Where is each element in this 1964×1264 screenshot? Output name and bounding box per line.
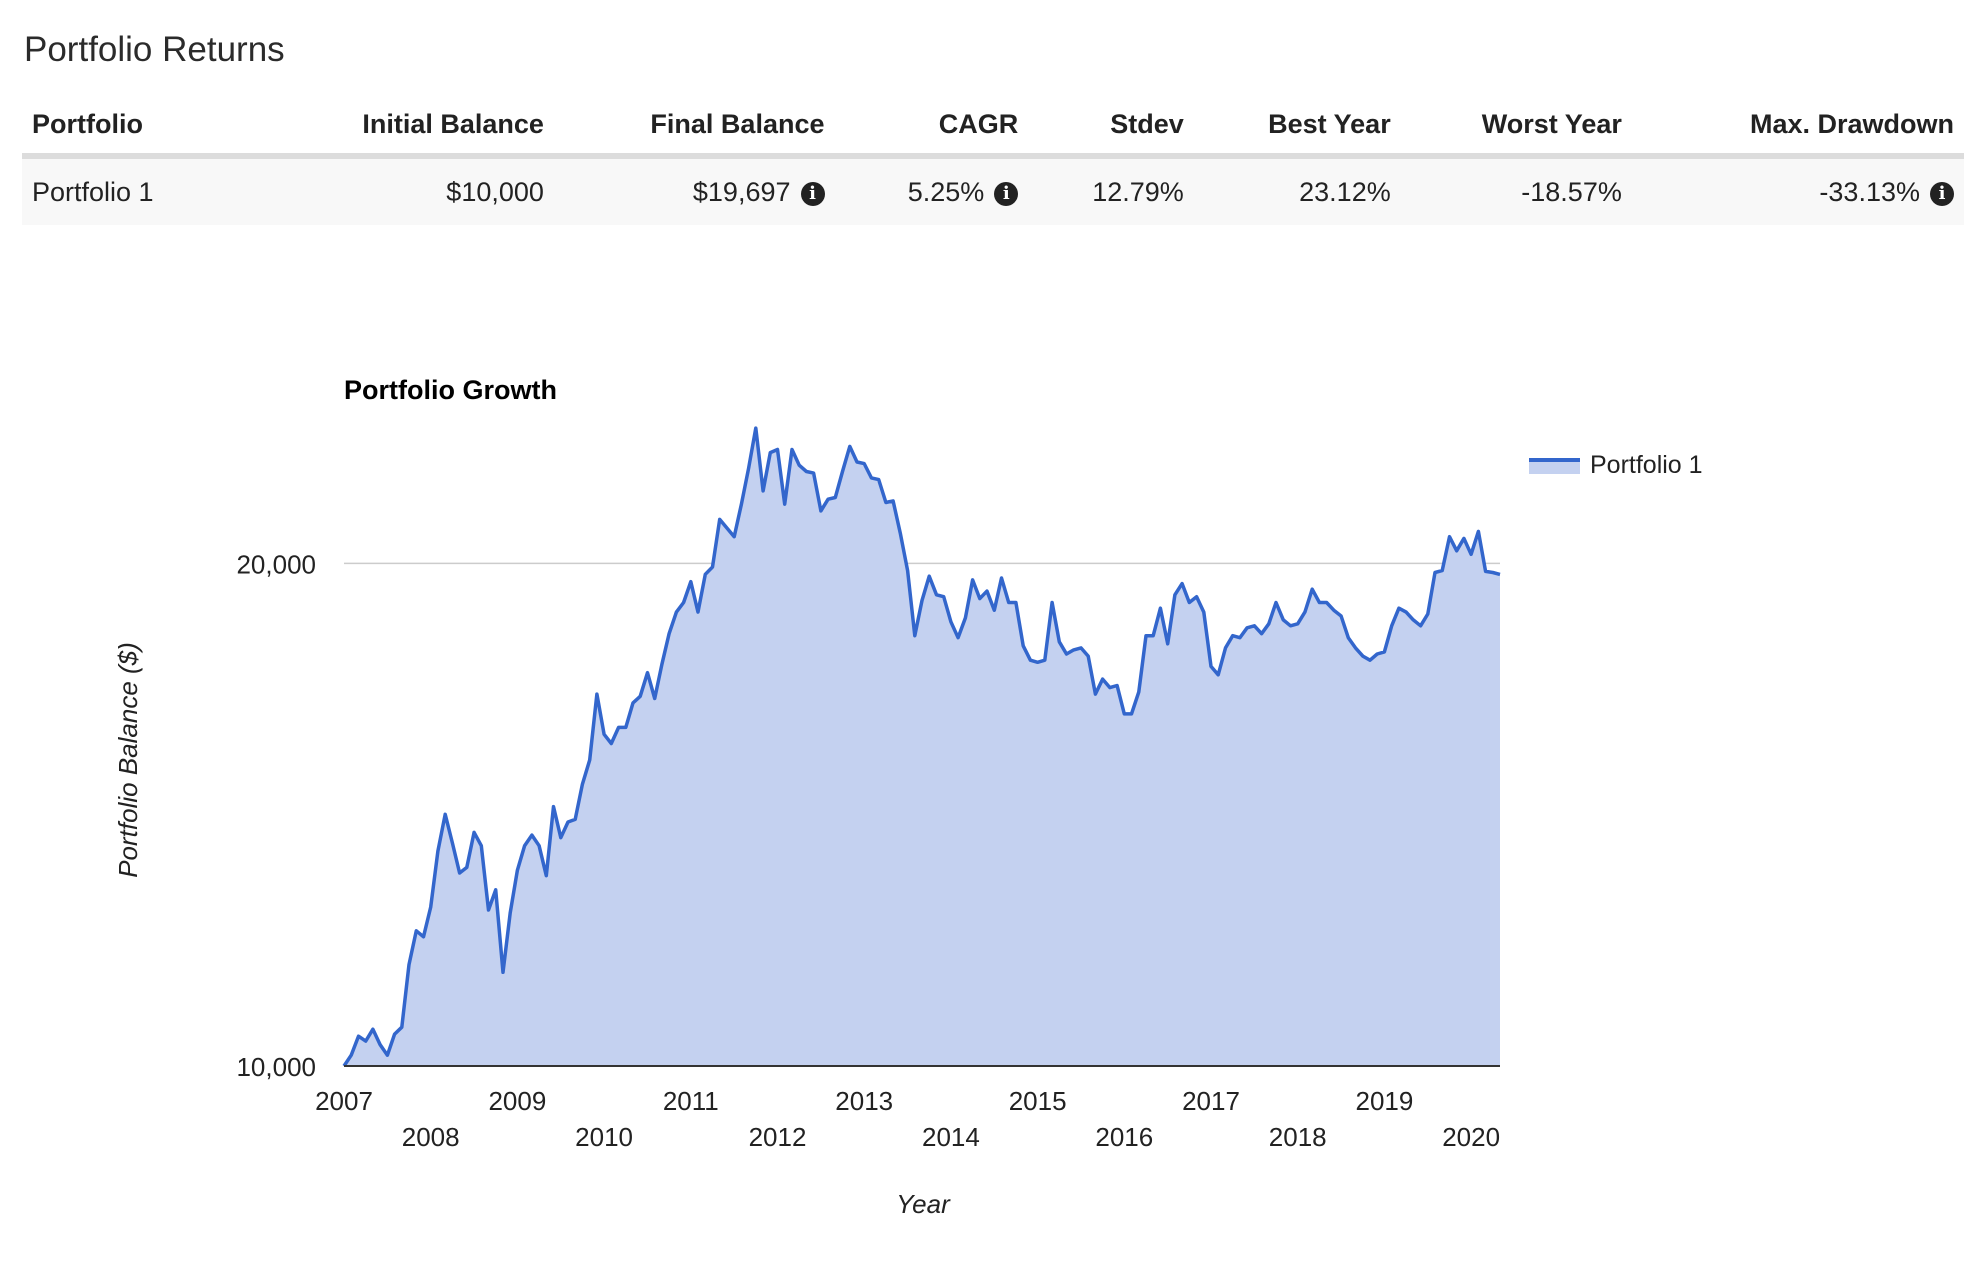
legend-label-portfolio-1: Portfolio 1 [1590, 451, 1703, 479]
x-tick-label-2008: 2008 [402, 1122, 460, 1152]
y-axis-title: Portfolio Balance ($) [113, 642, 143, 878]
cell-portfolio-value: Portfolio 1 [32, 176, 154, 207]
header-max-drawdown[interactable]: Max. Drawdown [1631, 95, 1964, 159]
cell-max-drawdown: -33.13% i [1631, 156, 1964, 225]
chart-legend[interactable]: Portfolio 1 [1529, 451, 1703, 479]
x-axis-title: Year [896, 1189, 951, 1219]
y-tick-label-1: 20,000 [236, 549, 316, 579]
chart-title: Portfolio Growth [344, 375, 557, 405]
cell-portfolio: Portfolio 1 [22, 156, 300, 225]
cell-cagr: 5.25% i [834, 156, 1029, 225]
cell-initial-balance-value: $10,000 [446, 176, 544, 207]
x-tick-label-2015: 2015 [1009, 1086, 1067, 1116]
x-tick-label-2018: 2018 [1269, 1122, 1327, 1152]
series-area-portfolio-1 [344, 428, 1500, 1067]
x-tick-label-2016: 2016 [1095, 1122, 1153, 1152]
cell-final-balance: $19,697 i [553, 156, 835, 225]
cell-final-balance-value: $19,697 [692, 176, 791, 207]
x-tick-label-2012: 2012 [749, 1122, 807, 1152]
cell-worst-year-value: -18.57% [1521, 176, 1622, 207]
cell-worst-year: -18.57% [1400, 156, 1632, 225]
x-tick-label-2019: 2019 [1356, 1086, 1414, 1116]
header-stdev[interactable]: Stdev [1028, 95, 1194, 159]
table-header-row: Portfolio Initial Balance Final Balance … [22, 95, 1964, 159]
x-tick-label-2020: 2020 [1442, 1122, 1500, 1152]
y-axis-tick-labels: 10,000 20,000 [236, 549, 316, 1082]
x-axis-tick-labels: 2007 2008 2009 2010 2011 2012 2013 2014 2015 2016… [315, 1086, 1500, 1152]
y-tick-label-0: 10,000 [236, 1052, 316, 1082]
plot-area [342, 426, 1501, 1067]
cell-best-year-value: 23.12% [1299, 176, 1391, 207]
section-title: Portfolio Returns [24, 30, 285, 69]
cell-initial-balance: $10,000 [299, 156, 554, 225]
cell-best-year: 23.12% [1193, 156, 1401, 225]
header-best-year[interactable]: Best Year [1193, 95, 1401, 159]
final-balance-info-icon[interactable]: i [800, 181, 825, 206]
header-cagr[interactable]: CAGR [834, 95, 1029, 159]
series-line-portfolio-1[interactable] [342, 426, 1501, 1067]
x-tick-label-2009: 2009 [488, 1086, 546, 1116]
x-tick-label-2010: 2010 [575, 1122, 633, 1152]
x-tick-label-2013: 2013 [835, 1086, 893, 1116]
x-tick-label-2011: 2011 [663, 1086, 719, 1116]
cell-cagr-value: 5.25% [907, 176, 985, 207]
header-initial-balance[interactable]: Initial Balance [299, 95, 554, 159]
cell-stdev-value: 12.79% [1092, 176, 1184, 207]
table-row: Portfolio 1 $10,000 $19,697 i 5.25% i 12.7… [22, 156, 1964, 225]
header-worst-year[interactable]: Worst Year [1400, 95, 1632, 159]
x-tick-label-2007: 2007 [315, 1086, 373, 1116]
x-tick-label-2017: 2017 [1182, 1086, 1240, 1116]
max-drawdown-info-icon[interactable]: i [1930, 181, 1954, 206]
cell-stdev: 12.79% [1028, 156, 1194, 225]
x-tick-label-2014: 2014 [922, 1122, 980, 1152]
header-final-balance[interactable]: Final Balance [553, 95, 835, 159]
portfolio-returns-table: Portfolio Initial Balance Final Balance … [22, 95, 1964, 225]
header-portfolio[interactable]: Portfolio [22, 95, 300, 159]
cagr-info-icon[interactable]: i [994, 181, 1019, 206]
cell-max-drawdown-value: -33.13% [1819, 176, 1920, 207]
